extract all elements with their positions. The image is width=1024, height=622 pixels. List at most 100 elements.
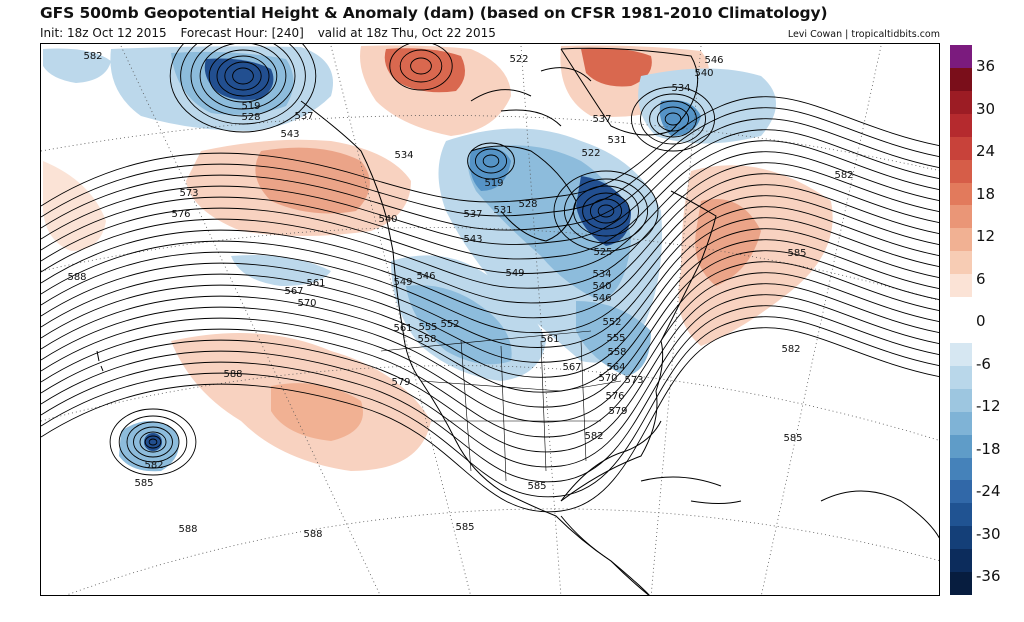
closed-contour: [144, 435, 162, 449]
colorbar-segment: [950, 342, 972, 367]
contour-label: 585: [134, 478, 153, 489]
closed-contour: [582, 192, 630, 230]
closed-contour: [482, 154, 500, 168]
contour-label: 537: [294, 111, 313, 122]
contour-label: 552: [440, 319, 459, 330]
contour-label: 525: [593, 247, 612, 258]
closed-contour: [399, 49, 443, 83]
contour-label: 588: [67, 272, 86, 283]
closed-contour: [148, 438, 158, 446]
colorbar-segment: [950, 434, 972, 458]
contour-label: 582: [781, 344, 800, 355]
contour-label: 543: [280, 129, 299, 140]
positive-anomaly-subtropics-core: [271, 383, 363, 441]
colorbar-segment: [950, 67, 972, 92]
contour-label: 519: [484, 178, 503, 189]
height-contour: [41, 162, 939, 289]
colorbar-segment: [950, 320, 972, 344]
contour-label: 573: [624, 375, 643, 386]
contour-label: 534: [592, 269, 611, 280]
negative-anomaly-west-us-mid: [406, 285, 512, 365]
negative-anomaly-canada-trough-core: [576, 176, 631, 246]
colorbar-tick-label: -30: [976, 524, 1001, 543]
height-contour: [41, 217, 939, 363]
contour-label: 540: [378, 214, 397, 225]
colorbar-segment: [950, 411, 972, 436]
closed-contour: [389, 44, 453, 91]
colorbar-segment: [950, 297, 972, 321]
contour-label: 531: [493, 205, 512, 216]
contour-label: 558: [607, 347, 626, 358]
negative-anomaly-westpac: [43, 48, 111, 83]
contour-label: 585: [787, 248, 806, 259]
negative-anomaly-aleutian-core: [204, 58, 274, 100]
height-contour: [41, 294, 939, 468]
closed-contour: [467, 142, 515, 180]
contour-label: 546: [704, 55, 723, 66]
contour-label: 546: [592, 293, 611, 304]
height-contour: [41, 228, 939, 378]
colorbar-segment: [950, 549, 972, 573]
init-time: Init: 18z Oct 12 2015: [40, 26, 167, 40]
closed-contour: [656, 106, 690, 132]
contour-label: 540: [694, 68, 713, 79]
colorbar-segment: [950, 457, 972, 481]
colorbar-segment: [950, 205, 972, 229]
height-contour: [41, 272, 939, 438]
height-contour: [41, 129, 939, 245]
height-contour: [41, 327, 939, 513]
author-credit: Levi Cowan | tropicaltidbits.com: [787, 29, 940, 40]
contour-label: 582: [584, 431, 603, 442]
contour-label: 588: [223, 369, 242, 380]
map-title: GFS 500mb Geopotential Height & Anomaly …: [40, 4, 828, 22]
closed-contour: [664, 112, 682, 126]
contour-label: 534: [394, 150, 413, 161]
contour-label: 528: [518, 199, 537, 210]
contour-label: 546: [416, 271, 435, 282]
contour-label: 585: [527, 481, 546, 492]
height-contour: [41, 250, 939, 408]
closed-contour: [169, 44, 317, 133]
closed-contour: [563, 178, 649, 244]
contour-label: 534: [671, 83, 690, 94]
contour-label: 561: [393, 323, 412, 334]
contour-label: 582: [144, 460, 163, 471]
negative-anomaly-east-us: [576, 301, 651, 376]
contour-label: 549: [505, 268, 524, 279]
colorbar-segment: [950, 90, 972, 115]
height-contour: [41, 184, 939, 319]
closed-contour: [224, 61, 262, 91]
closed-contour: [640, 93, 706, 145]
height-contour: [41, 261, 939, 423]
colorbar-segment: [950, 388, 972, 413]
colorbar-segment: [950, 182, 972, 206]
contour-label: 561: [306, 278, 325, 289]
height-contour: [41, 206, 939, 348]
closed-contour: [126, 421, 180, 463]
closed-contour: [190, 44, 296, 117]
height-contour: [41, 316, 939, 498]
contour-label: 588: [178, 524, 197, 535]
contour-label: 570: [297, 298, 316, 309]
contour-label: 531: [607, 135, 626, 146]
contour-label: 579: [391, 377, 410, 388]
contour-label: 567: [284, 286, 303, 297]
closed-contour: [589, 198, 623, 224]
colorbar-tick-label: -18: [976, 439, 1001, 458]
contour-label: 585: [455, 522, 474, 533]
south-america: [820, 490, 939, 539]
contour-label: 552: [602, 317, 621, 328]
colorbar-tick-label: 30: [976, 99, 996, 118]
closed-contour: [630, 86, 716, 152]
colorbar-segment: [950, 113, 972, 138]
contour-label: 522: [509, 54, 528, 65]
closed-contour: [133, 426, 173, 458]
colorbar-segment: [950, 136, 972, 161]
contour-label: 564: [606, 362, 625, 373]
height-contours: [41, 44, 939, 513]
contour-label: 555: [606, 333, 625, 344]
colorbar-segment: [950, 503, 972, 527]
contour-label: 570: [598, 373, 617, 384]
map-panel: 582 519 528 537 543 522 546 540 534 537 531 522 534 5…: [40, 43, 940, 596]
